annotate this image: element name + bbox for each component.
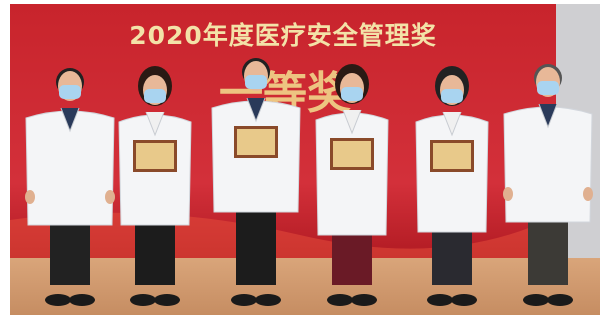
shoe — [351, 294, 377, 306]
plaque-face — [136, 143, 174, 169]
plaque-face — [333, 141, 371, 167]
plaque-face — [237, 129, 275, 155]
legs — [528, 217, 568, 285]
shoe — [523, 294, 549, 306]
banner-title: 2020年度医疗安全管理奖 — [129, 21, 437, 50]
shoe — [547, 294, 573, 306]
mask — [537, 81, 559, 95]
legs — [236, 207, 276, 285]
hand — [105, 190, 115, 204]
plaque-face — [433, 143, 471, 169]
mask — [341, 87, 363, 101]
shoe — [45, 294, 71, 306]
legs — [432, 227, 472, 285]
mask — [441, 89, 463, 103]
shoe — [130, 294, 156, 306]
shoe — [231, 294, 257, 306]
hand — [583, 187, 593, 201]
photo: 2020年度医疗安全管理奖 一等奖 — [0, 0, 604, 318]
shoe — [154, 294, 180, 306]
shoe — [427, 294, 453, 306]
floor — [10, 258, 600, 315]
legs — [135, 220, 175, 285]
legs — [50, 220, 90, 285]
hand — [25, 190, 35, 204]
mask — [245, 75, 267, 89]
shoe — [255, 294, 281, 306]
shoe — [69, 294, 95, 306]
shoe — [451, 294, 477, 306]
hand — [503, 187, 513, 201]
mask — [144, 89, 166, 103]
shoe — [327, 294, 353, 306]
legs — [332, 230, 372, 285]
mask — [59, 85, 81, 99]
